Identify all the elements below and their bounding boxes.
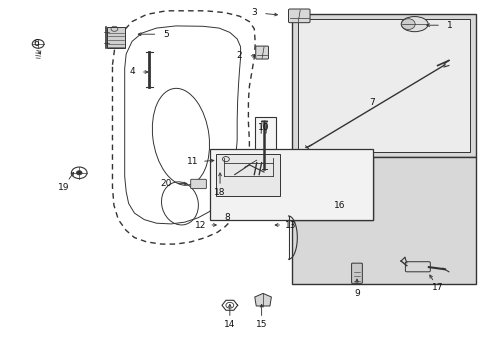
Text: 1: 1 <box>446 21 452 30</box>
Text: 5: 5 <box>163 30 169 39</box>
Bar <box>210 149 372 220</box>
Text: 11: 11 <box>187 157 199 166</box>
Text: 9: 9 <box>353 289 359 298</box>
Ellipse shape <box>401 19 414 30</box>
Text: 12: 12 <box>194 220 206 230</box>
Text: 2: 2 <box>236 51 242 60</box>
FancyBboxPatch shape <box>255 46 268 59</box>
Text: 7: 7 <box>368 98 374 107</box>
Circle shape <box>76 171 82 175</box>
Text: 8: 8 <box>224 213 230 222</box>
FancyBboxPatch shape <box>190 179 206 189</box>
Text: 3: 3 <box>251 8 257 17</box>
Polygon shape <box>254 293 271 306</box>
Bar <box>216 154 279 196</box>
FancyBboxPatch shape <box>288 9 309 23</box>
Bar <box>292 14 475 157</box>
Bar <box>106 27 125 48</box>
Text: 20: 20 <box>160 179 172 188</box>
Text: 18: 18 <box>214 188 225 197</box>
Polygon shape <box>292 157 475 284</box>
Bar <box>298 19 469 152</box>
Bar <box>255 117 276 173</box>
Text: 17: 17 <box>431 284 443 292</box>
Text: 4: 4 <box>129 68 135 77</box>
FancyBboxPatch shape <box>405 262 429 272</box>
Text: 19: 19 <box>58 183 69 192</box>
Text: 15: 15 <box>255 320 267 329</box>
Text: 13: 13 <box>285 220 296 230</box>
Text: 6: 6 <box>34 39 40 48</box>
Text: 14: 14 <box>224 320 235 329</box>
Text: 16: 16 <box>333 201 345 210</box>
Text: 10: 10 <box>258 123 269 132</box>
Ellipse shape <box>400 17 427 32</box>
FancyBboxPatch shape <box>351 263 362 283</box>
